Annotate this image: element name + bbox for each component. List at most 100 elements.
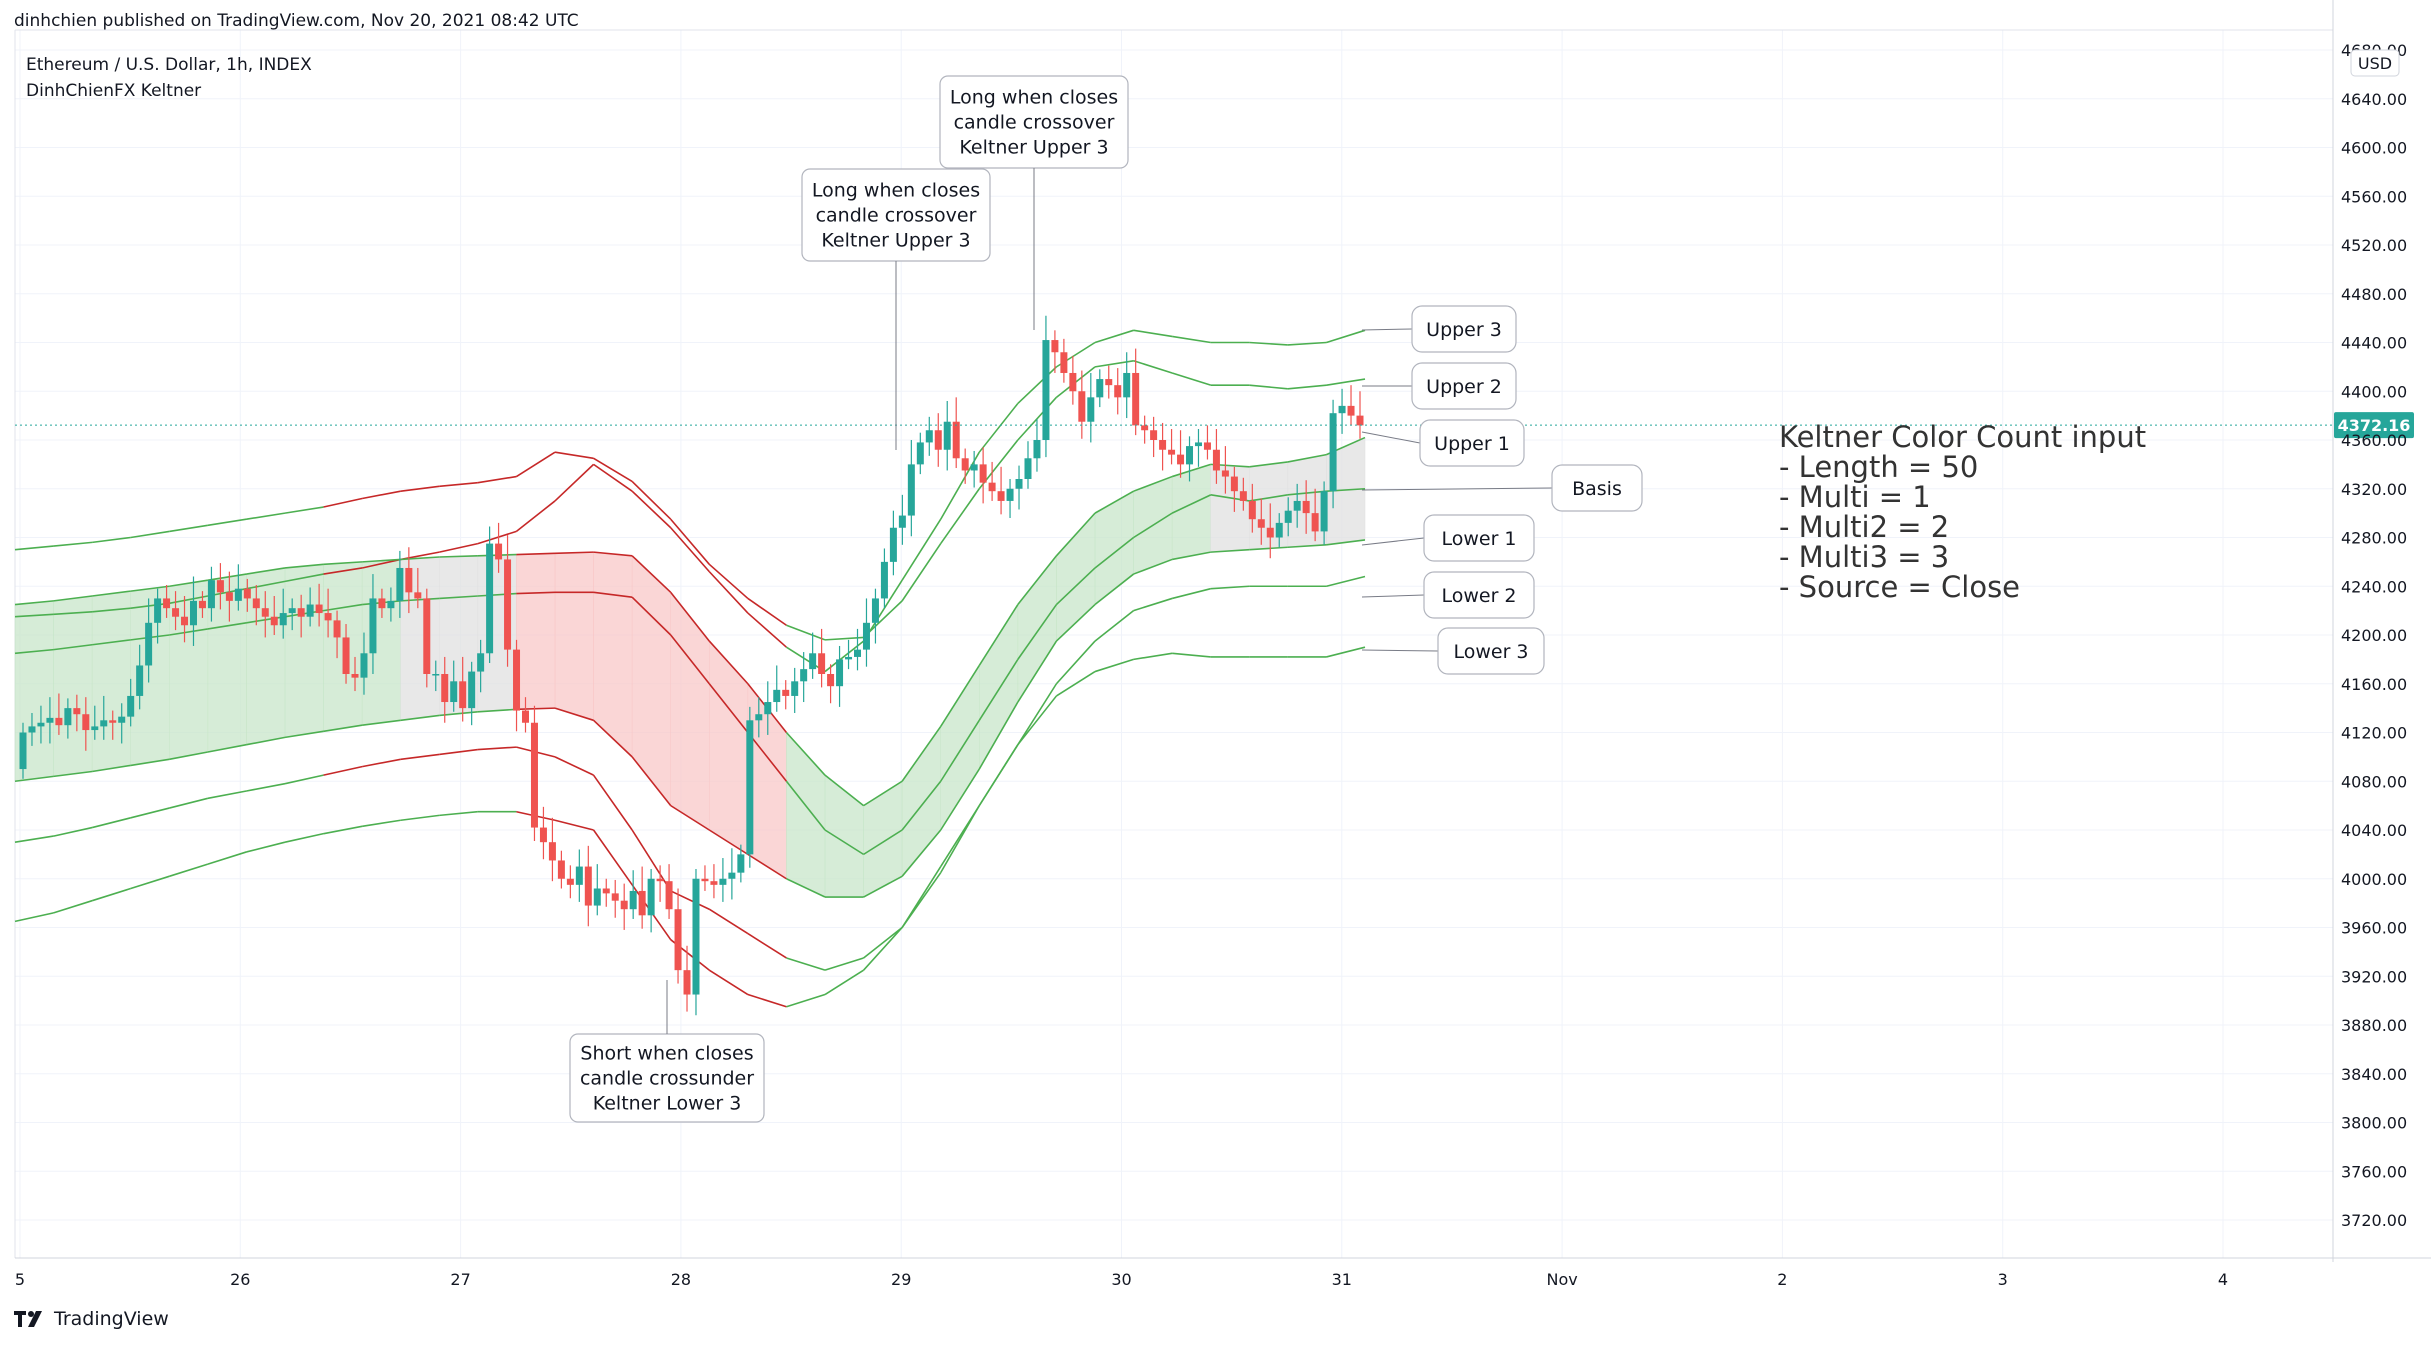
band-line-lower2 xyxy=(1094,609,1135,642)
band-line-upper2 xyxy=(1094,359,1134,368)
band-line-basis xyxy=(92,639,131,646)
band-line-upper2 xyxy=(477,475,517,484)
band-line-lower3 xyxy=(592,829,633,886)
band-line-lower3 xyxy=(400,814,440,822)
candle-body xyxy=(477,653,485,672)
candle-body xyxy=(961,458,969,471)
candle-body xyxy=(243,588,251,599)
band-line-lower3 xyxy=(554,819,594,831)
band-line-upper2 xyxy=(593,457,633,483)
band-line-lower1 xyxy=(1287,544,1327,549)
candle-body xyxy=(1248,500,1256,520)
info-title: Keltner Color Count input xyxy=(1779,420,2146,454)
band-line-lower1 xyxy=(516,707,556,711)
symbol-title[interactable]: Ethereum / U.S. Dollar, 1h, INDEX xyxy=(26,55,312,75)
band-line-basis xyxy=(1133,512,1173,539)
band-line-upper1 xyxy=(169,579,208,588)
candle-body xyxy=(988,482,996,492)
band-line-lower1 xyxy=(1326,539,1366,546)
band-line-lower1 xyxy=(554,707,594,722)
band-label-box xyxy=(1419,419,1525,467)
candle-body xyxy=(423,598,431,674)
band-line-lower3 xyxy=(130,875,170,890)
candle-body xyxy=(898,515,906,528)
band-line-lower3 xyxy=(1056,670,1096,697)
band-line-upper2 xyxy=(53,541,93,547)
band-line-lower1 xyxy=(323,724,363,733)
candle-body xyxy=(800,669,808,682)
candle-body xyxy=(1302,500,1310,514)
indicator-name[interactable]: DinhChienFX Keltner xyxy=(26,81,201,101)
candle-body xyxy=(818,653,826,674)
x-tick-label: 31 xyxy=(1332,1270,1352,1289)
band-line-upper3 xyxy=(1287,341,1327,346)
signal-long-2-text: Long when closes xyxy=(950,87,1118,109)
tradingview-brand[interactable]: TradingView xyxy=(14,1308,169,1330)
band-line-lower3 xyxy=(14,912,54,923)
band-line-basis xyxy=(1055,567,1096,606)
currency-badge xyxy=(2350,49,2400,77)
band-line-lower2 xyxy=(1326,575,1366,588)
time-axis[interactable]: 5 26 27 28 29 30 31 Nov 2 3 4 xyxy=(15,1257,2431,1289)
band-line-lower2 xyxy=(592,774,633,831)
band-line-upper3 xyxy=(130,602,170,609)
y-tick-label: 4040.00 xyxy=(2341,821,2407,840)
signal-long-2-text: candle crossover xyxy=(954,112,1115,134)
band-label-box xyxy=(1411,362,1517,410)
candle-body xyxy=(82,714,90,731)
band-line-lower3 xyxy=(1172,652,1211,658)
candle-body xyxy=(907,464,915,516)
band-line-lower3 xyxy=(1094,658,1134,673)
candle-body xyxy=(64,708,72,726)
band-line-lower2 xyxy=(1133,597,1173,612)
candle-body xyxy=(836,659,844,687)
band-line-upper2 xyxy=(1287,384,1327,390)
band-line-upper1 xyxy=(362,558,401,563)
candle-body xyxy=(943,421,951,450)
band-line-upper2 xyxy=(747,597,787,626)
band-line-upper3 xyxy=(1017,366,1057,405)
band-fill-segment xyxy=(361,559,401,726)
candle-body xyxy=(979,464,987,483)
info-line: - Multi2 = 2 xyxy=(1779,510,1949,544)
band-line-lower1 xyxy=(978,701,1019,770)
band-line-upper1 xyxy=(708,640,749,685)
candle-body xyxy=(100,720,108,727)
candle-body xyxy=(1186,446,1194,465)
band-line-lower3 xyxy=(246,841,286,853)
y-tick-label: 4080.00 xyxy=(2341,772,2407,791)
band-line-lower1 xyxy=(362,719,401,726)
candle-body xyxy=(584,866,592,906)
band-line-upper2 xyxy=(863,600,903,639)
candle-body xyxy=(1150,430,1158,440)
last-price-line: 4372.16 xyxy=(15,412,2414,439)
band-line-upper1 xyxy=(1171,463,1211,478)
band-line-lower3 xyxy=(169,863,209,878)
candle-body xyxy=(1293,500,1301,511)
band-line-upper1 xyxy=(1287,453,1327,463)
candle-body xyxy=(952,421,960,459)
band-line-lower3 xyxy=(362,819,401,828)
band-label-box xyxy=(1411,305,1517,353)
y-tick-label: 4360.00 xyxy=(2341,431,2407,450)
candle-body xyxy=(495,543,503,560)
band-line-lower2 xyxy=(1017,683,1058,746)
band-line-upper2 xyxy=(554,451,594,460)
band-line-lower3 xyxy=(708,969,749,996)
band-line-lower2 xyxy=(400,753,440,761)
band-line-upper2 xyxy=(323,497,363,508)
price-axis[interactable]: 4680.004640.004600.004560.004520.004480.… xyxy=(2332,0,2407,1262)
band-line-upper3 xyxy=(708,571,749,614)
band-line-basis xyxy=(400,597,440,602)
candle-body xyxy=(701,878,709,882)
band-line-upper1 xyxy=(940,665,980,727)
band-label-text: Upper 1 xyxy=(1434,433,1510,455)
candle-body xyxy=(1006,488,1014,501)
band-line-lower2 xyxy=(323,765,363,776)
band-line-upper1 xyxy=(207,573,247,581)
band-line-lower1 xyxy=(1249,546,1288,551)
band-line-lower2 xyxy=(1055,640,1096,685)
candle-body xyxy=(1311,513,1319,532)
band-line-upper3 xyxy=(92,607,131,613)
